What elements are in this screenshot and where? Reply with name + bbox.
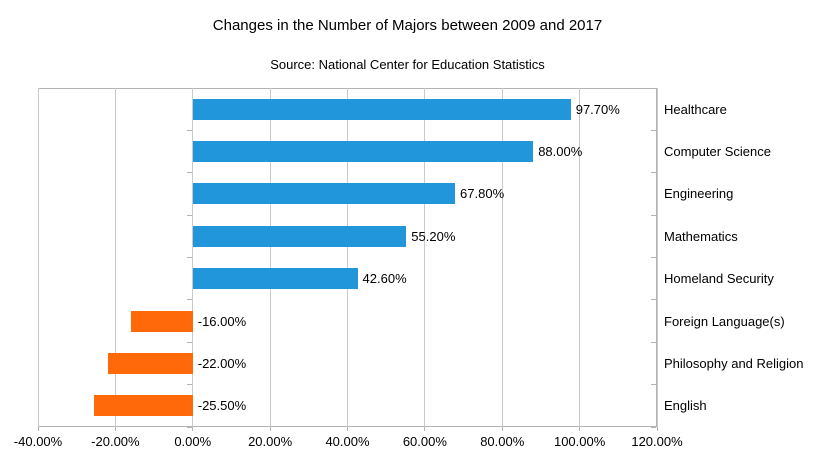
category-axis-tick [187, 299, 193, 301]
bar [94, 395, 193, 417]
x-tick-label: 20.00% [248, 434, 293, 449]
x-tick-label: 120.00% [631, 434, 683, 449]
gridline [114, 88, 116, 427]
bar [107, 352, 193, 374]
category-axis-tick [187, 129, 193, 131]
bar [130, 310, 193, 332]
x-axis-tick [656, 427, 658, 431]
gridline [347, 88, 348, 427]
category-label: Foreign Language(s) [664, 313, 785, 329]
x-axis-tick [501, 427, 503, 431]
category-axis-tick [187, 87, 193, 89]
gridline [269, 88, 271, 427]
x-axis-tick [37, 427, 39, 431]
x-axis-tick [192, 427, 194, 431]
x-tick-label: 60.00% [402, 434, 447, 449]
chart-title: Changes in the Number of Majors between … [212, 17, 603, 34]
category-axis-tick [651, 299, 656, 301]
bar-value-label: 67.80% [460, 186, 505, 202]
category-axis-tick [651, 172, 656, 174]
x-axis-tick [424, 427, 426, 431]
x-tick-label: -40.00% [13, 434, 63, 449]
bar-value-label: -25.50% [197, 398, 247, 414]
category-axis-tick [187, 172, 193, 174]
category-axis-tick [187, 384, 193, 386]
x-tick-label: 0.00% [174, 434, 212, 449]
x-axis-tick [579, 427, 581, 431]
gridline [192, 88, 194, 427]
bar-value-label: -16.00% [197, 313, 247, 329]
bar-value-label: 88.00% [538, 144, 583, 160]
bar [192, 141, 534, 163]
category-axis-tick [651, 129, 656, 131]
category-label: Engineering [664, 186, 734, 202]
category-axis-tick [651, 214, 656, 216]
category-axis-tick [651, 384, 656, 386]
category-axis-tick [187, 214, 193, 216]
bar [192, 225, 407, 247]
category-label: Mathematics [664, 228, 738, 244]
category-label: Computer Science [664, 144, 771, 160]
gridline [579, 88, 581, 427]
category-axis-tick [651, 426, 656, 428]
category-axis-tick [187, 426, 193, 428]
category-axis-tick [187, 257, 193, 258]
bar [192, 183, 456, 205]
chart-subtitle: Source: National Center for Education St… [270, 57, 545, 72]
bar [192, 268, 358, 290]
bar-value-label: -22.00% [197, 355, 247, 371]
category-axis-tick [187, 341, 193, 343]
gridline [424, 88, 426, 427]
category-label: English [664, 398, 707, 414]
gridline [37, 88, 39, 427]
gridline [501, 88, 503, 427]
x-tick-label: 40.00% [325, 434, 370, 449]
x-axis-tick [269, 427, 271, 431]
x-tick-label: 100.00% [553, 434, 606, 449]
category-label: Homeland Security [664, 271, 774, 287]
x-axis-tick [347, 427, 348, 431]
x-axis-tick [114, 427, 116, 431]
bar-value-label: 42.60% [362, 271, 407, 287]
bar [192, 98, 571, 120]
x-tick-label: -20.00% [91, 434, 140, 449]
bar-value-label: 97.70% [575, 101, 620, 117]
category-axis-tick [651, 341, 656, 343]
category-axis-tick [651, 257, 656, 258]
gridline [656, 88, 658, 427]
category-axis-tick [651, 87, 656, 89]
bar-value-label: 55.20% [411, 228, 456, 244]
category-label: Healthcare [664, 101, 727, 117]
category-label: Philosophy and Religion [664, 355, 804, 371]
x-tick-label: 80.00% [480, 434, 525, 449]
